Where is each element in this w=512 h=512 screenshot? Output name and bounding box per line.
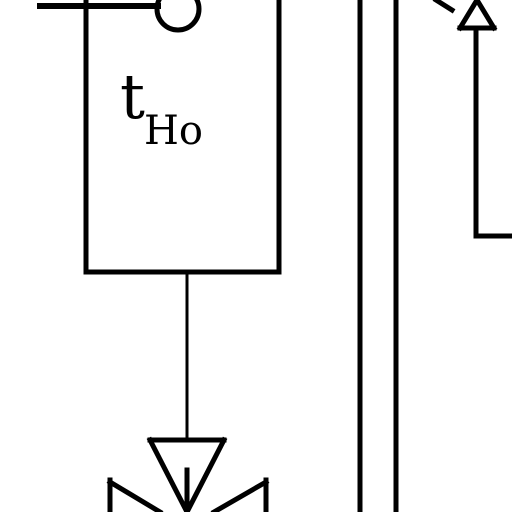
circle-terminal-icon bbox=[154, 0, 202, 33]
asterisk-star-icon-upper bbox=[432, 0, 498, 32]
asterisk-star-icon bbox=[106, 436, 270, 512]
block-label-main: t bbox=[120, 60, 145, 133]
right-wire bbox=[473, 25, 512, 239]
block-label-subscript: Ho bbox=[144, 108, 203, 154]
timing-block bbox=[83, 0, 282, 275]
